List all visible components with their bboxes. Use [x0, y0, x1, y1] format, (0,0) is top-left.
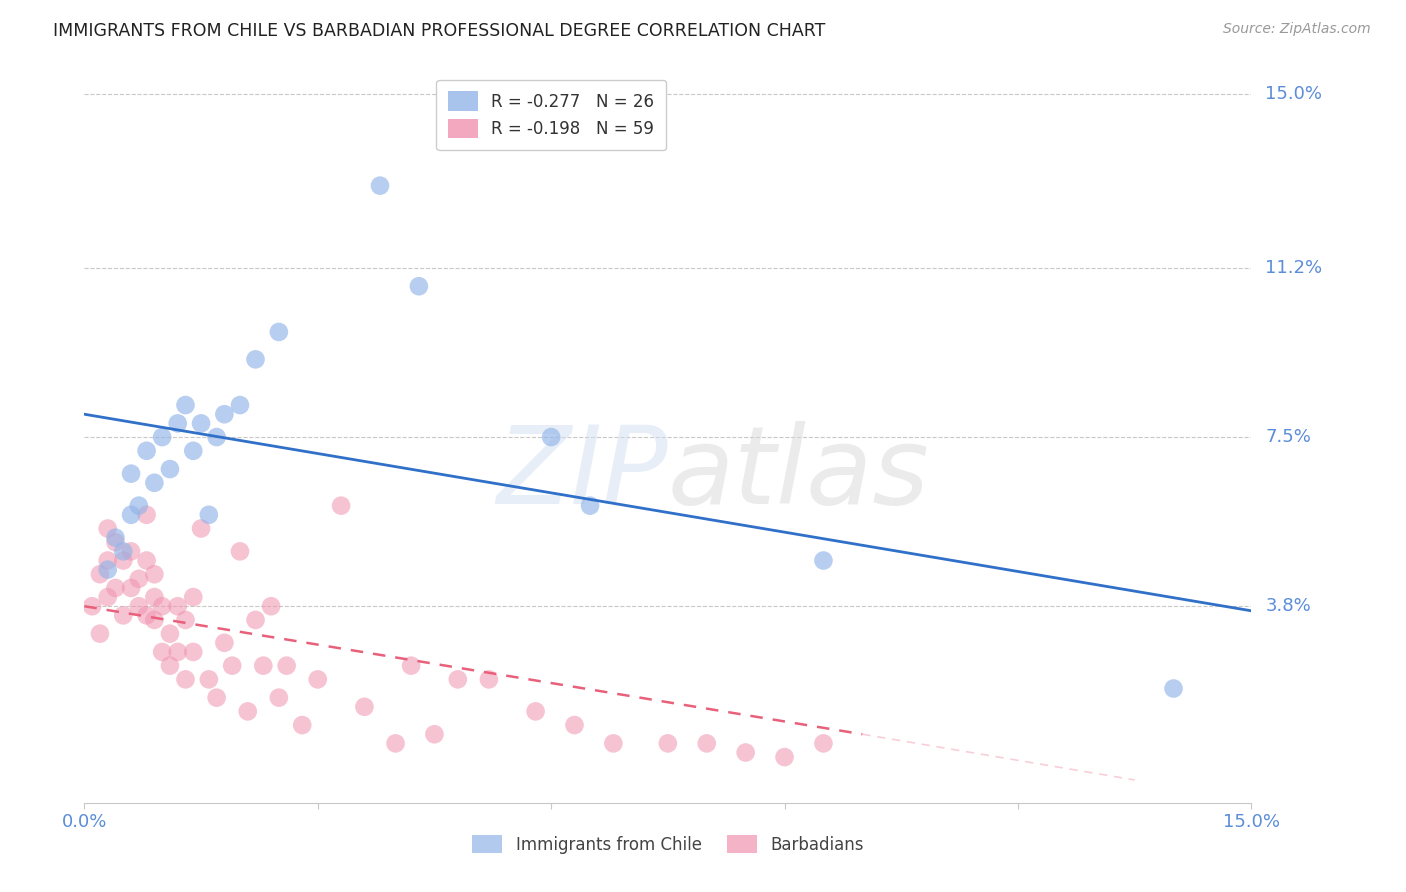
Point: [236, 705, 259, 719]
Point: [330, 499, 353, 513]
Text: 15.0%: 15.0%: [1265, 86, 1322, 103]
Point: [166, 599, 188, 614]
Point: [128, 572, 150, 586]
Point: [120, 508, 142, 522]
Point: [128, 599, 150, 614]
Point: [143, 613, 166, 627]
Text: Source: ZipAtlas.com: Source: ZipAtlas.com: [1223, 22, 1371, 37]
Point: [447, 673, 470, 687]
Point: [112, 553, 135, 567]
Point: [150, 599, 173, 614]
Point: [524, 705, 547, 719]
Point: [229, 398, 252, 412]
Point: [276, 658, 298, 673]
Point: [813, 736, 835, 750]
Point: [368, 178, 391, 193]
Point: [135, 443, 157, 458]
Point: [150, 430, 173, 444]
Point: [97, 563, 120, 577]
Point: [205, 690, 228, 705]
Point: [135, 608, 157, 623]
Text: 11.2%: 11.2%: [1265, 259, 1323, 277]
Point: [89, 567, 111, 582]
Point: [97, 553, 120, 567]
Point: [120, 581, 142, 595]
Point: [423, 727, 446, 741]
Point: [260, 599, 283, 614]
Point: [190, 521, 212, 535]
Point: [159, 462, 181, 476]
Point: [267, 690, 290, 705]
Point: [104, 531, 127, 545]
Point: [166, 645, 188, 659]
Point: [657, 736, 679, 750]
Point: [166, 417, 188, 431]
Point: [89, 626, 111, 640]
Point: [112, 544, 135, 558]
Point: [120, 467, 142, 481]
Point: [150, 645, 173, 659]
Point: [214, 407, 236, 421]
Point: [245, 613, 267, 627]
Point: [408, 279, 430, 293]
Point: [82, 599, 104, 614]
Point: [267, 325, 290, 339]
Point: [214, 636, 236, 650]
Point: [198, 673, 221, 687]
Point: [245, 352, 267, 367]
Point: [579, 499, 602, 513]
Point: [143, 567, 166, 582]
Legend: Immigrants from Chile, Barbadians: Immigrants from Chile, Barbadians: [465, 829, 870, 860]
Point: [734, 746, 756, 760]
Point: [120, 544, 142, 558]
Point: [478, 673, 501, 687]
Point: [104, 535, 127, 549]
Text: atlas: atlas: [668, 421, 929, 526]
Point: [159, 626, 181, 640]
Text: ZIP: ZIP: [496, 421, 668, 526]
Point: [181, 645, 204, 659]
Point: [128, 499, 150, 513]
Text: IMMIGRANTS FROM CHILE VS BARBADIAN PROFESSIONAL DEGREE CORRELATION CHART: IMMIGRANTS FROM CHILE VS BARBADIAN PROFE…: [53, 22, 825, 40]
Point: [174, 613, 197, 627]
Point: [104, 581, 127, 595]
Point: [198, 508, 221, 522]
Point: [221, 658, 243, 673]
Point: [229, 544, 252, 558]
Point: [307, 673, 329, 687]
Point: [813, 553, 835, 567]
Point: [174, 398, 197, 412]
Point: [252, 658, 274, 673]
Point: [143, 590, 166, 604]
Point: [353, 699, 375, 714]
Point: [399, 658, 422, 673]
Point: [159, 658, 181, 673]
Point: [773, 750, 796, 764]
Point: [291, 718, 314, 732]
Point: [384, 736, 406, 750]
Point: [97, 590, 120, 604]
Point: [1163, 681, 1185, 696]
Point: [564, 718, 586, 732]
Point: [696, 736, 718, 750]
Text: 3.8%: 3.8%: [1265, 598, 1310, 615]
Point: [205, 430, 228, 444]
Point: [135, 508, 157, 522]
Point: [174, 673, 197, 687]
Point: [190, 417, 212, 431]
Point: [181, 590, 204, 604]
Point: [135, 553, 157, 567]
Point: [602, 736, 624, 750]
Point: [97, 521, 120, 535]
Point: [143, 475, 166, 490]
Text: 7.5%: 7.5%: [1265, 428, 1312, 446]
Point: [112, 608, 135, 623]
Point: [540, 430, 562, 444]
Point: [181, 443, 204, 458]
